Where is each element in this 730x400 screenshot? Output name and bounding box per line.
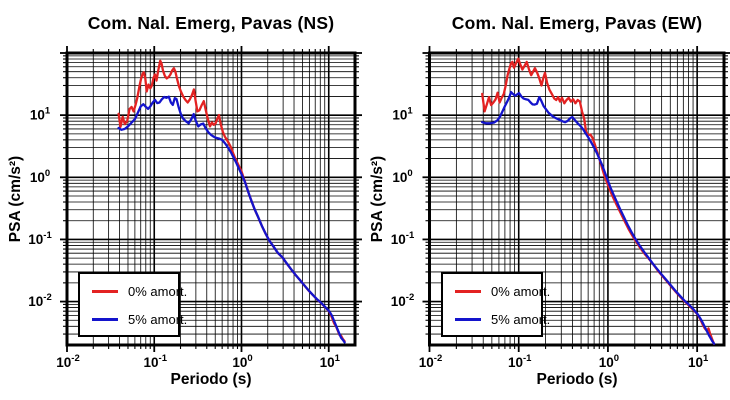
tick-label: 10-1 xyxy=(508,353,532,370)
plot-ew-title: Com. Nal. Emerg, Pavas (EW) xyxy=(451,13,703,33)
y-tick-labels: 101 100 10-1 10-2 xyxy=(28,106,52,309)
plot-frame xyxy=(65,51,357,347)
legend-row: 0% amort. xyxy=(443,277,550,305)
tick-label: 10-2 xyxy=(56,353,79,370)
tick-label: 10-2 xyxy=(419,353,442,370)
grid xyxy=(429,53,724,345)
legend-label: 5% amort. xyxy=(491,311,551,327)
series-curves xyxy=(481,57,716,345)
curve-5pct-amort xyxy=(481,90,716,345)
red-line-swatch xyxy=(455,289,481,293)
legend-row: 5% amort. xyxy=(443,305,550,333)
x-tick-labels: 10-2 10-1 100 101 xyxy=(419,353,709,370)
plot-ns-legend: 0% amort. 5% amort. xyxy=(78,272,187,337)
plot-ns-title: Com. Nal. Emerg, Pavas (NS) xyxy=(87,13,335,33)
legend-row: 0% amort. xyxy=(80,277,187,305)
plot-ew-yaxis-label: PSA (cm/s²) xyxy=(369,155,386,243)
tick-label: 10-1 xyxy=(28,230,52,247)
plot-ns-xaxis-label: Periodo (s) xyxy=(170,371,252,388)
legend-label: 0% amort. xyxy=(128,283,188,299)
legend-row: 5% amort. xyxy=(80,305,187,333)
legend-label: 5% amort. xyxy=(128,311,188,327)
plot-ew-xaxis-label: Periodo (s) xyxy=(536,371,618,388)
plot-ew: 10-2 10-1 100 101 101 100 10-1 10-2 xyxy=(391,46,730,370)
tick-label: 101 xyxy=(392,106,413,123)
legend-label: 0% amort. xyxy=(491,283,551,299)
tick-label: 100 xyxy=(599,353,619,370)
tick-label: 100 xyxy=(232,353,252,370)
tick-label: 10-1 xyxy=(144,353,168,370)
blue-line-swatch xyxy=(92,317,118,321)
series-curves xyxy=(117,59,346,344)
tick-label: 10-2 xyxy=(28,292,51,309)
tick-label: 100 xyxy=(392,168,412,185)
curve-5pct-amort xyxy=(117,95,346,344)
tick-label: 100 xyxy=(30,168,50,185)
y-tick-labels: 101 100 10-1 10-2 xyxy=(391,106,415,309)
plot-ns-yaxis-label: PSA (cm/s²) xyxy=(7,155,24,243)
tick-label: 10-2 xyxy=(391,292,414,309)
tick-label: 101 xyxy=(320,353,341,370)
x-tick-labels: 10-2 10-1 100 101 xyxy=(56,353,340,370)
blue-line-swatch xyxy=(455,317,481,321)
tick-label: 101 xyxy=(688,353,709,370)
plot-frame xyxy=(428,51,726,347)
red-line-swatch xyxy=(92,289,118,293)
plot-ew-legend: 0% amort. 5% amort. xyxy=(441,272,550,337)
tick-label: 10-1 xyxy=(391,230,415,247)
tick-label: 101 xyxy=(30,106,51,123)
